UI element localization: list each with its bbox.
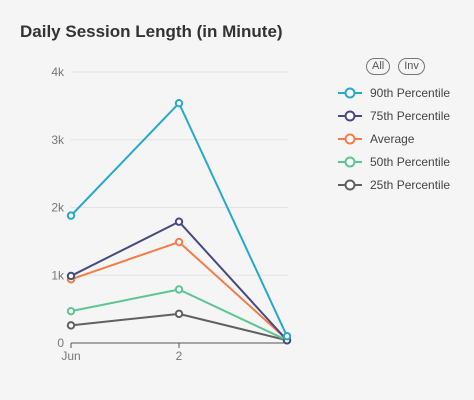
x-tick-label: Jun [61,349,80,363]
legend-marker-dot [344,87,356,98]
legend-item[interactable]: 75th Percentile [338,104,468,127]
legend-controls: All Inv [366,58,468,75]
chart-title: Daily Session Length (in Minute) [20,22,283,41]
series-90th-percentile [66,98,292,341]
data-point [174,98,184,108]
data-point [174,237,184,247]
legend-item[interactable]: 50th Percentile [338,150,468,173]
x-tick-label: 2 [176,349,183,363]
legend-marker-dot [344,179,356,190]
legend-items: 90th Percentile 75th Percentile Average 50t… [338,81,468,196]
data-point [66,211,76,220]
legend-item-label: 50th Percentile [370,154,451,169]
legend-item[interactable]: Average [338,127,468,150]
y-tick-label: 3k [51,133,65,147]
data-point [282,332,292,341]
legend-item-label: Average [370,131,415,146]
data-point [66,306,76,316]
data-point [174,309,184,319]
y-tick-label: 2k [51,201,65,215]
invert-selection-button[interactable]: Inv [398,58,425,75]
y-tick-label: 0 [57,336,64,350]
legend-marker-icon [338,87,362,98]
y-tick-label: 4k [51,65,65,79]
legend-item-label: 25th Percentile [370,177,451,192]
legend-item-label: 90th Percentile [370,85,451,100]
series-75th-percentile [66,217,292,345]
legend-marker-icon [338,133,362,144]
legend-marker-dot [344,156,356,167]
y-tick-label: 1k [51,268,65,282]
data-point [66,271,76,281]
axis-layer: 0 1k 2k 3k 4k Jun 2 [51,65,288,363]
legend-marker-dot [344,133,356,144]
legend: All Inv 90th Percentile 75th Percentile Av… [338,58,468,196]
legend-marker-icon [338,110,362,121]
legend-marker-dot [344,110,356,121]
data-point [66,321,76,330]
select-all-button[interactable]: All [366,58,391,75]
grid-layer [71,71,288,276]
legend-item[interactable]: 90th Percentile [338,81,468,104]
legend-item-label: 75th Percentile [370,108,451,123]
legend-marker-icon [338,156,362,167]
series-layer [66,98,292,345]
legend-marker-icon [338,179,362,190]
legend-item[interactable]: 25th Percentile [338,173,468,196]
data-point [174,217,184,226]
data-point [174,285,184,294]
